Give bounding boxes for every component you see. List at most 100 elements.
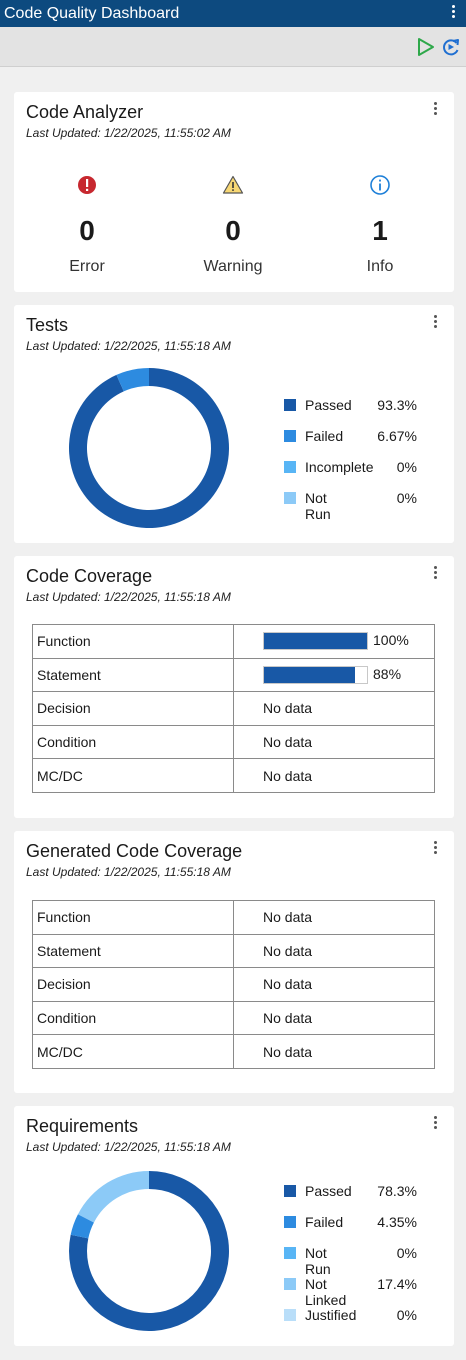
- coverage-percent: 88%: [373, 665, 402, 682]
- info-count: 1: [372, 215, 388, 246]
- generated-code-coverage-title: Generated Code Coverage: [26, 841, 243, 861]
- legend-percent: 0%: [396, 459, 417, 475]
- legend-swatch: [284, 430, 296, 442]
- requirements-menu-icon[interactable]: [432, 1116, 438, 1134]
- table-row[interactable]: Statement No data: [32, 933, 435, 969]
- requirements-updated: Last Updated: 1/22/2025, 11:55:18 AM: [26, 1140, 231, 1154]
- metric-name: Statement: [32, 657, 234, 693]
- legend-swatch: [284, 1278, 296, 1290]
- legend-label: Not Linked: [305, 1276, 347, 1308]
- tests-title: Tests: [26, 315, 69, 335]
- tests-menu-icon[interactable]: [432, 315, 438, 333]
- metric-value: No data: [233, 1000, 435, 1036]
- title-bar: Code Quality Dashboard: [0, 0, 466, 27]
- legend-percent: 0%: [396, 490, 417, 506]
- refresh-icon[interactable]: [441, 37, 461, 57]
- legend-percent: 4.35%: [377, 1214, 417, 1230]
- code-analyzer-updated: Last Updated: 1/22/2025, 11:55:02 AM: [26, 126, 231, 140]
- play-icon[interactable]: [417, 37, 435, 57]
- generated-code-coverage-card: Generated Code Coverage Last Updated: 1/…: [14, 831, 454, 1093]
- coverage-bar: [263, 632, 368, 651]
- metric-value: 88%: [233, 657, 435, 693]
- code-analyzer-card: Code Analyzer Last Updated: 1/22/2025, 1…: [14, 92, 454, 292]
- metric-value: No data: [233, 758, 435, 793]
- legend-label: Not Run: [305, 490, 331, 522]
- info-icon: [370, 175, 390, 195]
- metric-name: MC/DC: [32, 1034, 234, 1069]
- error-metric[interactable]: 0 Error: [27, 174, 147, 276]
- legend-label: Passed: [305, 397, 352, 413]
- metric-value: No data: [233, 900, 435, 935]
- metric-name: Function: [32, 624, 234, 659]
- warning-metric[interactable]: 0 Warning: [173, 174, 293, 276]
- legend-swatch: [284, 399, 296, 411]
- legend-percent: 17.4%: [377, 1276, 417, 1292]
- toolbar: [0, 27, 466, 67]
- metric-name: Decision: [32, 967, 234, 1002]
- metric-name: Function: [32, 900, 234, 935]
- legend-percent: 6.67%: [377, 428, 417, 444]
- table-row[interactable]: MC/DC No data: [32, 1034, 435, 1069]
- legend-swatch: [284, 461, 296, 473]
- tests-slice-passed[interactable]: [69, 368, 229, 528]
- legend-swatch: [284, 1185, 296, 1197]
- metric-name: Statement: [32, 933, 234, 969]
- info-label: Info: [366, 258, 394, 275]
- table-row[interactable]: Function No data: [32, 900, 435, 935]
- code-coverage-card: Code Coverage Last Updated: 1/22/2025, 1…: [14, 556, 454, 818]
- code-coverage-menu-icon[interactable]: [432, 566, 438, 584]
- table-row[interactable]: MC/DC No data: [32, 758, 435, 793]
- table-row[interactable]: Function 100%: [32, 624, 435, 659]
- coverage-bar: [263, 666, 368, 685]
- legend-percent: 78.3%: [377, 1183, 417, 1199]
- metric-value: No data: [233, 1034, 435, 1069]
- requirements-card: Requirements Last Updated: 1/22/2025, 11…: [14, 1106, 454, 1346]
- code-analyzer-title: Code Analyzer: [26, 102, 144, 122]
- tests-card: Tests Last Updated: 1/22/2025, 11:55:18 …: [14, 305, 454, 543]
- metric-value: No data: [233, 691, 435, 726]
- requirements-donut-chart[interactable]: [68, 1170, 230, 1332]
- code-coverage-title: Code Coverage: [26, 566, 153, 586]
- legend-percent: 93.3%: [377, 397, 417, 413]
- requirements-slice-not-linked[interactable]: [77, 1171, 149, 1223]
- legend-percent: 0%: [396, 1307, 417, 1323]
- table-row[interactable]: Condition No data: [32, 1000, 435, 1036]
- generated-code-coverage-updated: Last Updated: 1/22/2025, 11:55:18 AM: [26, 865, 231, 879]
- legend-label: Passed: [305, 1183, 352, 1199]
- legend-swatch: [284, 1247, 296, 1259]
- legend-percent: 0%: [396, 1245, 417, 1261]
- window-menu-icon[interactable]: [450, 5, 456, 21]
- metric-name: MC/DC: [32, 758, 234, 793]
- info-metric[interactable]: 1 Info: [320, 174, 440, 276]
- error-label: Error: [69, 258, 105, 275]
- tests-donut-chart[interactable]: [68, 367, 230, 529]
- metric-value: No data: [233, 933, 435, 969]
- legend-swatch: [284, 1309, 296, 1321]
- table-row[interactable]: Decision No data: [32, 691, 435, 726]
- error-count: 0: [79, 215, 95, 246]
- warning-count: 0: [225, 215, 241, 246]
- tests-slice-failed[interactable]: [116, 368, 149, 392]
- table-row[interactable]: Decision No data: [32, 967, 435, 1002]
- legend-label: Failed: [305, 428, 344, 444]
- metric-value: No data: [233, 967, 435, 1002]
- table-row[interactable]: Statement 88%: [32, 657, 435, 693]
- legend-label: Failed: [305, 1214, 344, 1230]
- table-row[interactable]: Condition No data: [32, 724, 435, 760]
- metric-value: No data: [233, 724, 435, 760]
- tests-updated: Last Updated: 1/22/2025, 11:55:18 AM: [26, 339, 231, 353]
- requirements-title: Requirements: [26, 1116, 139, 1136]
- legend-label: Not Run: [305, 1245, 331, 1277]
- legend-swatch: [284, 1216, 296, 1228]
- window-title: Code Quality Dashboard: [4, 5, 180, 22]
- requirements-slice-failed[interactable]: [70, 1214, 94, 1239]
- coverage-percent: 100%: [373, 632, 409, 649]
- metric-name: Condition: [32, 1000, 234, 1036]
- code-coverage-table: Function 100% Statement 88% Decision No …: [32, 624, 435, 793]
- legend-label: Justified: [305, 1307, 357, 1323]
- legend-label: Incomplete: [305, 459, 374, 475]
- metric-name: Decision: [32, 691, 234, 726]
- code-analyzer-menu-icon[interactable]: [432, 102, 438, 120]
- warning-label: Warning: [203, 258, 263, 275]
- generated-code-coverage-menu-icon[interactable]: [432, 841, 438, 859]
